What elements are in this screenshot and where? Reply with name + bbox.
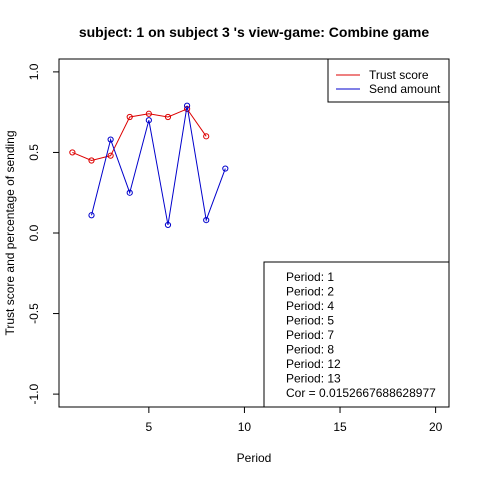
- data-point-send-amount: [126, 189, 133, 196]
- legend-entry: Trust score: [369, 68, 429, 82]
- info-line: Period: 5: [286, 314, 334, 328]
- y-tick-label: 1.0: [27, 63, 41, 80]
- y-tick-label: -0.5: [27, 303, 41, 324]
- info-line: Period: 8: [286, 343, 334, 357]
- info-line: Period: 1: [286, 270, 334, 284]
- x-tick-label: 15: [333, 420, 347, 434]
- y-tick-label: -1.0: [27, 383, 41, 404]
- data-point-trust-score: [69, 149, 76, 156]
- y-axis-label: Trust score and percentage of sending: [3, 130, 17, 335]
- data-point-trust-score: [164, 113, 172, 121]
- data-point-send-amount: [183, 102, 191, 109]
- data-point-send-amount: [107, 136, 114, 143]
- legend-box: [327, 58, 450, 103]
- x-axis-label: Period: [237, 451, 272, 465]
- y-axis: -1.0 -0.5 0.0 0.5 1.0: [27, 63, 59, 404]
- series-line-trust-score: [72, 108, 207, 162]
- chart-title: subject: 1 on subject 3 's view-game: Co…: [79, 24, 430, 40]
- data-point-send-amount: [203, 217, 210, 224]
- data-point-trust-score: [203, 133, 210, 140]
- info-line: Period: 7: [286, 328, 334, 342]
- data-point-trust-score: [126, 113, 133, 121]
- series-layer: [69, 102, 229, 229]
- y-tick-label: 0.0: [27, 224, 41, 241]
- data-point-trust-score: [88, 157, 95, 164]
- info-line: Period: 2: [286, 285, 334, 299]
- info-line: Period: 4: [286, 299, 334, 313]
- series-line-send-amount: [91, 105, 226, 226]
- info-line: Period: 12: [286, 357, 341, 371]
- data-point-trust-score: [107, 152, 114, 159]
- x-axis: 5 10 15 20: [146, 407, 443, 434]
- legend-entry: Send amount: [369, 82, 441, 96]
- y-tick-label: 0.5: [27, 144, 41, 161]
- data-point-send-amount: [145, 117, 152, 124]
- data-point-send-amount: [222, 165, 229, 172]
- info-box-frame: [263, 261, 450, 408]
- data-point-send-amount: [164, 221, 172, 229]
- data-point-trust-score: [145, 110, 152, 117]
- info-line: Period: 13: [286, 372, 341, 386]
- info-line: Cor = 0.0152667688628977: [286, 386, 436, 400]
- x-tick-label: 10: [238, 420, 252, 434]
- data-point-send-amount: [88, 212, 95, 219]
- x-tick-label: 20: [429, 420, 443, 434]
- x-tick-label: 5: [146, 420, 153, 434]
